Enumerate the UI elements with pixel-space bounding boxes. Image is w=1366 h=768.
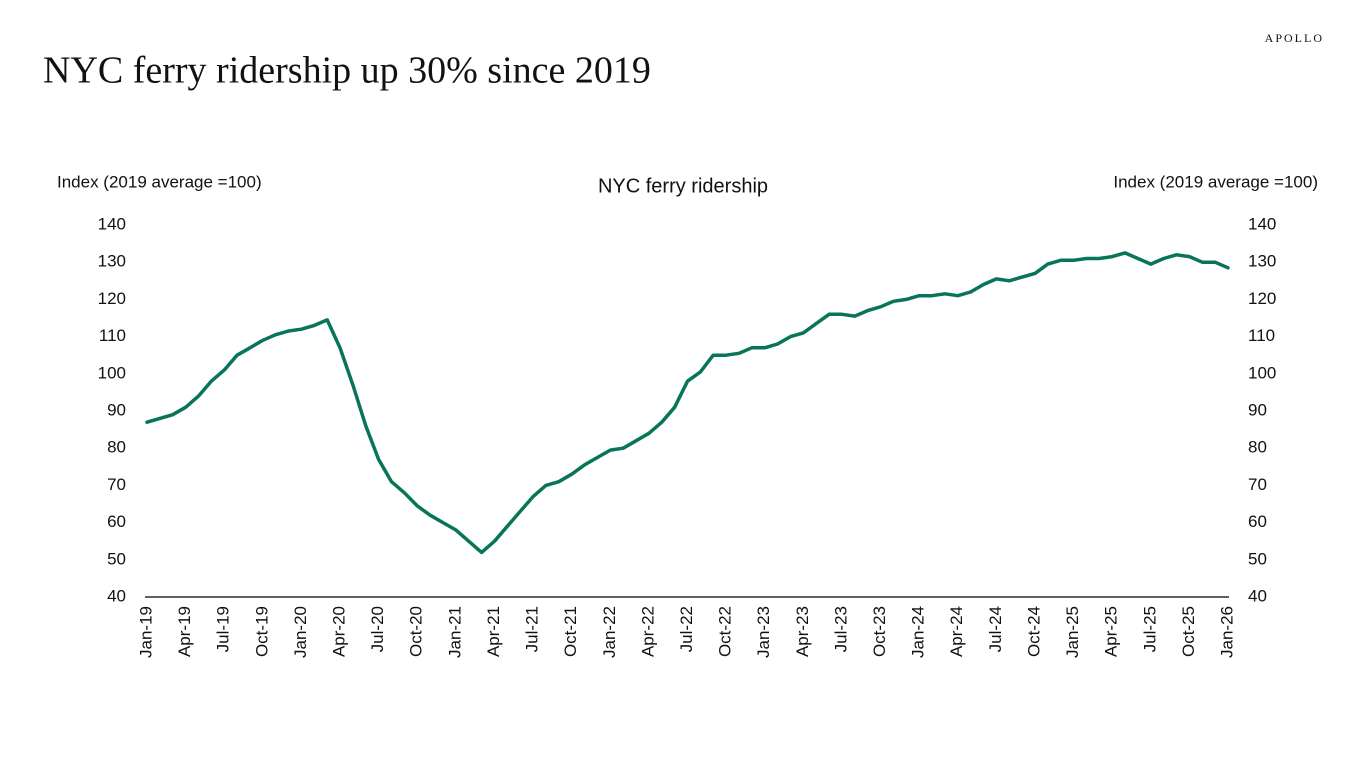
- x-tick-label: Oct-25: [1179, 606, 1198, 657]
- x-tick-label: Apr-24: [947, 606, 966, 657]
- x-tick-label: Jan-24: [909, 606, 928, 658]
- y-tick-label: 110: [99, 326, 126, 345]
- x-tick-label: Jul-22: [677, 606, 696, 652]
- y2-tick-label: 90: [1248, 400, 1267, 419]
- x-tick-label: Apr-19: [175, 606, 194, 657]
- x-tick-label: Oct-19: [252, 606, 271, 657]
- x-tick-label: Jul-25: [1140, 606, 1159, 652]
- x-tick-label: Jul-19: [214, 606, 233, 652]
- y2-tick-label: 60: [1248, 512, 1267, 531]
- y-tick-label: 50: [107, 549, 126, 568]
- y-tick-label: 120: [98, 289, 126, 308]
- chart-subtitle: NYC ferry ridership: [598, 175, 768, 197]
- x-tick-label: Jul-21: [523, 606, 542, 652]
- y2-tick-label: 80: [1248, 438, 1267, 457]
- x-tick-label: Jul-20: [368, 606, 387, 652]
- y-tick-label: 60: [107, 512, 126, 531]
- y-tick-label: 130: [98, 252, 126, 271]
- y2-tick-label: 130: [1248, 252, 1276, 271]
- y-axis-label: Index (2019 average =100): [57, 172, 262, 191]
- x-tick-label: Oct-23: [870, 606, 889, 657]
- x-tick-label: Jul-23: [831, 606, 850, 652]
- x-tick-label: Jan-26: [1217, 606, 1236, 658]
- y2-tick-label: 140: [1248, 214, 1276, 233]
- y-tick-label: 40: [107, 586, 126, 605]
- x-tick-label: Oct-24: [1024, 606, 1043, 657]
- x-tick-label: Jan-21: [445, 606, 464, 658]
- brand: APOLLO: [1265, 31, 1324, 45]
- y-tick-label: 70: [107, 475, 126, 494]
- x-tick-label: Jan-25: [1063, 606, 1082, 658]
- x-tick-label: Jan-23: [754, 606, 773, 658]
- y2-tick-label: 120: [1248, 289, 1276, 308]
- x-tick-label: Apr-23: [793, 606, 812, 657]
- x-tick-label: Jan-19: [136, 606, 155, 658]
- y-tick-label: 100: [98, 363, 126, 382]
- y2-tick-label: 50: [1248, 549, 1267, 568]
- x-tick-label: Apr-22: [638, 606, 657, 657]
- x-tick-label: Oct-22: [716, 606, 735, 657]
- x-tick-label: Oct-21: [561, 606, 580, 657]
- x-tick-label: Apr-25: [1102, 606, 1121, 657]
- x-tick-label: Apr-20: [330, 606, 349, 657]
- y2-tick-label: 70: [1248, 475, 1267, 494]
- y2-tick-label: 100: [1248, 363, 1276, 382]
- y-tick-label: 90: [107, 400, 126, 419]
- y2-axis-label: Index (2019 average =100): [1113, 172, 1318, 191]
- x-tick-label: Jul-24: [986, 606, 1005, 652]
- x-tick-label: Jan-20: [291, 606, 310, 658]
- y2-tick-label: 40: [1248, 586, 1267, 605]
- x-tick-label: Apr-21: [484, 606, 503, 657]
- y-tick-label: 80: [107, 438, 126, 457]
- y2-tick-label: 110: [1248, 326, 1275, 345]
- y-tick-label: 140: [98, 214, 126, 233]
- x-tick-label: Jan-22: [600, 606, 619, 658]
- x-tick-label: Oct-20: [407, 606, 426, 657]
- chart-title: NYC ferry ridership up 30% since 2019: [43, 50, 651, 92]
- data-line: [145, 251, 1230, 555]
